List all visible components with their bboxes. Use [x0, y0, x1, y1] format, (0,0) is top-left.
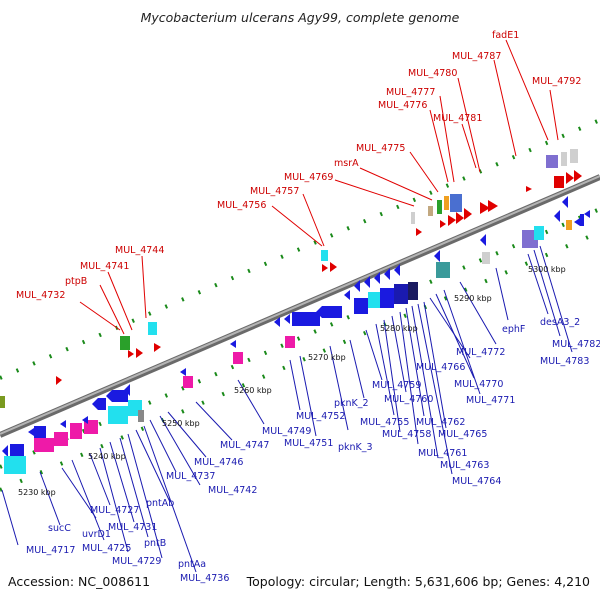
gene-label: MUL_4760 — [384, 394, 433, 405]
kbp-label-5230: 5230 kbp — [18, 488, 56, 497]
gene-label: MUL_4717 — [26, 545, 75, 556]
gene-label: MUL_4725 — [82, 543, 131, 554]
gene-label: pntAa — [178, 559, 206, 570]
gene-label: MUL_4751 — [284, 438, 333, 449]
gene-label: MUL_4765 — [438, 429, 487, 440]
gene-label: MUL_4758 — [382, 429, 431, 440]
gene-label: MUL_4780 — [408, 68, 457, 79]
gene-label: MUL_4787 — [452, 51, 501, 62]
gene-label: MUL_4737 — [166, 471, 215, 482]
kbp-label-5270: 5270 kbp — [308, 353, 346, 362]
gene-label: MUL_4744 — [115, 245, 164, 256]
gene-label: MUL_4776 — [378, 100, 427, 111]
gene-label: MUL_4769 — [284, 172, 333, 183]
genome-backbone — [0, 174, 600, 438]
gene-label: MUL_4770 — [454, 379, 503, 390]
kbp-label-5250: 5250 kbp — [162, 419, 200, 428]
kbp-tick-labels: 5230 kbp 5240 kbp 5250 kbp 5260 kbp 5270… — [18, 265, 566, 497]
gene-label: pntB — [144, 538, 166, 549]
gene-label: MUL_4752 — [296, 411, 345, 422]
reverse-gene-labels: MUL_4717 sucC uvrD1 MUL_4725 MUL_4727 MU… — [26, 317, 600, 584]
topology-summary: Topology: circular; Length: 5,631,606 bp… — [246, 574, 590, 589]
gene-label: MUL_4781 — [433, 113, 482, 124]
gene-label: MUL_4736 — [180, 573, 229, 584]
forward-gene-labels: MUL_4732 ptpB MUL_4741 MUL_4744 MUL_4756… — [16, 30, 581, 301]
gene-label: MUL_4775 — [356, 143, 405, 154]
gene-label: MUL_4782 — [552, 339, 600, 350]
gene-label: pknK_2 — [334, 398, 369, 409]
gene-label: MUL_4749 — [262, 426, 311, 437]
gene-label: MUL_4771 — [466, 395, 515, 406]
gene-label: desA3_2 — [540, 317, 580, 328]
gene-label: sucC — [48, 523, 71, 534]
gene-label: MUL_4731 — [108, 522, 157, 533]
gene-label: MUL_4777 — [386, 87, 435, 98]
gene-label: MUL_4729 — [112, 556, 161, 567]
gene-label: MUL_4766 — [416, 362, 465, 373]
gene-label: ephF — [502, 324, 525, 335]
gene-label: MUL_4764 — [452, 476, 501, 487]
guide-dots — [0, 118, 600, 492]
gene-label: MUL_4762 — [416, 417, 465, 428]
gene-label: MUL_4772 — [456, 347, 505, 358]
gene-label: MUL_4727 — [90, 505, 139, 516]
gene-label: MUL_4756 — [217, 200, 266, 211]
gene-label: ptpB — [65, 276, 87, 287]
gene-label: MUL_4747 — [220, 440, 269, 451]
gene-label: MUL_4732 — [16, 290, 65, 301]
reverse-strand-features — [2, 196, 590, 474]
kbp-label-5280: 5280 kbp — [380, 324, 418, 333]
gene-label: MUL_4759 — [372, 380, 421, 391]
gene-label: MUL_4783 — [540, 356, 589, 367]
kbp-label-5240: 5240 kbp — [88, 452, 126, 461]
gene-label: MUL_4742 — [208, 485, 257, 496]
map-title: Mycobacterium ulcerans Agy99, complete g… — [141, 10, 460, 25]
gene-label: MUL_4761 — [418, 448, 467, 459]
gene-label: pntAb — [146, 498, 174, 509]
gene-label: MUL_4763 — [440, 460, 489, 471]
red-callout-lines — [79, 39, 559, 335]
accession-text: Accession: NC_008611 — [8, 574, 150, 589]
kbp-label-5260: 5260 kbp — [234, 386, 272, 395]
blue-callout-lines — [1, 245, 573, 573]
gene-label: pknK_3 — [338, 442, 373, 453]
gene-label: msrA — [334, 158, 359, 169]
forward-strand-features — [0, 149, 582, 408]
kbp-label-5290: 5290 kbp — [454, 294, 492, 303]
gene-label: fadE1 — [492, 30, 519, 41]
gene-label: MUL_4757 — [250, 186, 299, 197]
gene-label: MUL_4741 — [80, 261, 129, 272]
kbp-label-5300: 5300 kbp — [528, 265, 566, 274]
gene-label: MUL_4755 — [360, 417, 409, 428]
gene-label: MUL_4746 — [194, 457, 243, 468]
gene-label: MUL_4792 — [532, 76, 581, 87]
gene-label: uvrD1 — [82, 529, 111, 540]
